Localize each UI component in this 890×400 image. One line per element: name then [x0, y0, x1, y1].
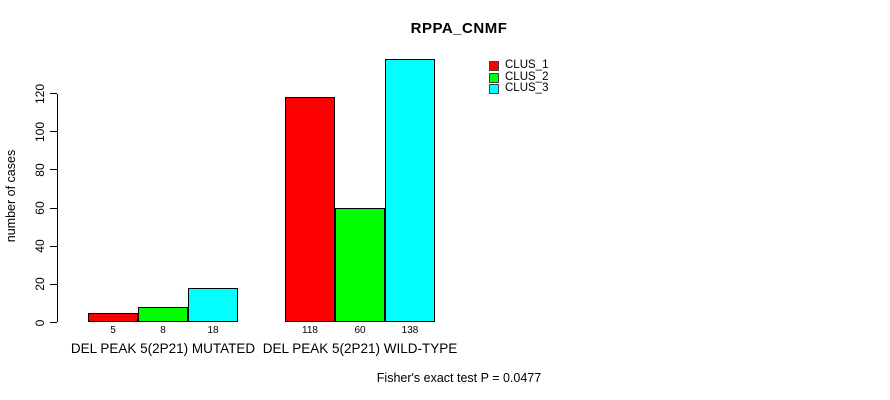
y-tick	[50, 322, 57, 323]
y-tick	[50, 207, 57, 209]
legend-label: CLUS_1	[505, 59, 549, 71]
bar-value-label: 60	[354, 325, 366, 336]
legend-swatch-icon	[489, 84, 499, 95]
y-tick	[50, 245, 57, 247]
y-tick-label: 40	[33, 239, 47, 253]
y-axis-line	[57, 93, 58, 323]
bar-value-label: 18	[207, 325, 219, 336]
bar-clus_2-group1	[138, 307, 188, 323]
legend: CLUS_1 CLUS_2 CLUS_3	[489, 59, 549, 95]
legend-swatch-icon	[489, 72, 499, 83]
y-tick	[50, 93, 57, 95]
bar-clus_1-group2	[285, 97, 335, 323]
y-tick-label: 120	[33, 83, 47, 104]
y-tick-label: 80	[33, 163, 47, 177]
bar-clus_3-group1	[188, 288, 238, 323]
legend-label: CLUS_2	[505, 70, 549, 83]
y-tick-label: 0	[33, 319, 47, 326]
y-tick	[50, 169, 57, 171]
bar-value-label: 138	[401, 325, 419, 336]
bar-clus_3-group2	[385, 59, 435, 323]
legend-item: CLUS_3	[489, 83, 548, 95]
bar-value-label: 118	[302, 325, 318, 336]
legend-label: CLUS_3	[505, 82, 549, 95]
fisher-test-annotation: Fisher's exact test P = 0.0477	[376, 371, 542, 385]
chart-title: RPPA_CNMF	[410, 20, 508, 37]
legend-item: CLUS_2	[489, 70, 549, 84]
bar-clus_2-group2	[335, 208, 385, 323]
bar-value-label: 8	[160, 325, 166, 336]
y-tick-label: 20	[33, 277, 47, 292]
legend-swatch-icon	[489, 60, 499, 71]
y-axis-label: number of cases	[4, 149, 18, 243]
bar-clus_1-group1	[88, 312, 138, 323]
legend-item: CLUS_1	[489, 59, 549, 72]
category-label: DEL PEAK 5(2P21) WILD-TYPE	[262, 341, 458, 356]
y-tick	[50, 131, 57, 133]
y-tick-label: 60	[33, 201, 47, 215]
bar-value-label: 5	[110, 325, 116, 336]
y-tick	[50, 283, 57, 285]
y-tick-label: 100	[33, 121, 47, 142]
category-label: DEL PEAK 5(2P21) MUTATED	[70, 341, 256, 356]
